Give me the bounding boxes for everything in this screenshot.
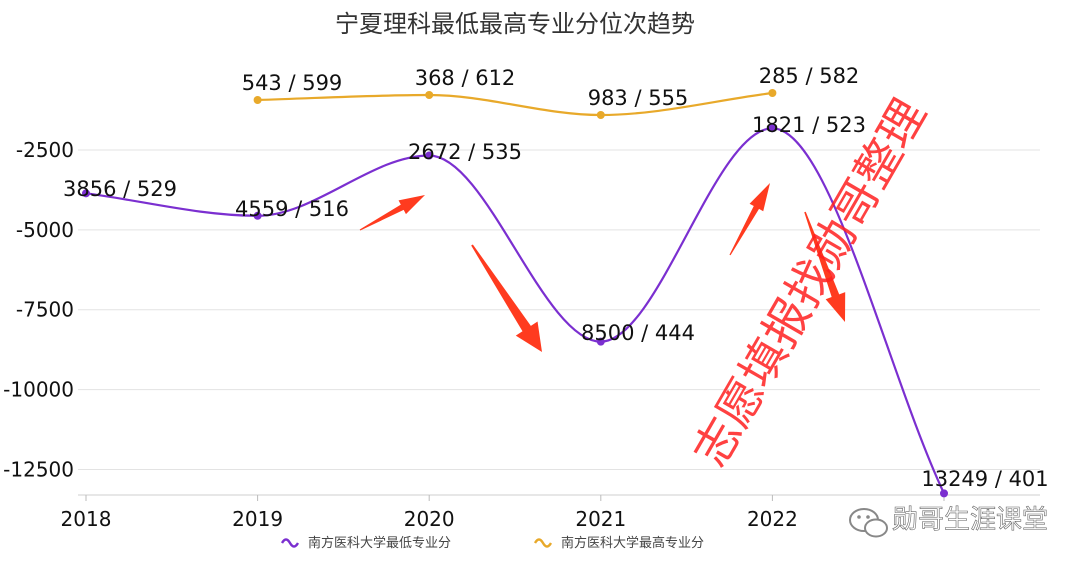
series-1: 543 / 599 368 / 612 983 / 555 285 / 582 — [242, 64, 860, 119]
series-layer: 3856 / 529 4559 / 516 2672 / 535 8500 / 444… — [63, 64, 1049, 498]
legend-swatch — [533, 538, 553, 548]
series-0: 3856 / 529 4559 / 516 2672 / 535 8500 / 444… — [63, 113, 1049, 498]
wechat-icon — [849, 508, 888, 538]
data-point[interactable] — [596, 111, 605, 119]
x-tick-label: 2019 — [232, 507, 283, 531]
data-point[interactable] — [940, 489, 948, 498]
y-tick-label: -7500 — [16, 298, 74, 322]
data-label: 368 / 612 — [415, 66, 516, 90]
brand-badge: 勋哥生涯课堂 — [849, 505, 1048, 538]
x-axis-ticks: 2018 2019 2020 2021 2022 — [61, 495, 945, 531]
legend-label: 南方医科大学最低专业分 — [308, 535, 451, 551]
y-tick-label: -12500 — [3, 457, 74, 481]
data-point[interactable] — [596, 337, 605, 346]
x-tick-label: 2022 — [747, 507, 798, 531]
data-point[interactable] — [768, 89, 777, 97]
data-point[interactable] — [768, 124, 777, 133]
data-label: 3856 / 529 — [63, 177, 177, 201]
data-label: 4559 / 516 — [235, 197, 349, 221]
data-label: 285 / 582 — [759, 64, 860, 88]
trend-arrows — [359, 183, 846, 352]
legend-label: 南方医科大学最高专业分 — [561, 535, 704, 551]
watermark: 志愿填报找勋哥整理 — [683, 90, 937, 476]
series-line-1 — [257, 91, 773, 117]
data-label: 983 / 555 — [588, 86, 689, 110]
data-point[interactable] — [425, 91, 434, 99]
trend-arrow — [729, 183, 770, 256]
data-point[interactable] — [253, 96, 262, 104]
data-label: 1821 / 523 — [752, 113, 866, 137]
x-tick-label: 2020 — [404, 507, 455, 531]
legend-swatch — [280, 538, 300, 548]
y-tick-label: -10000 — [3, 378, 74, 402]
data-point[interactable] — [253, 211, 262, 220]
data-label: 543 / 599 — [242, 71, 343, 95]
x-tick-label: 2018 — [61, 507, 112, 531]
data-label: 8500 / 444 — [581, 321, 695, 345]
trend-arrow — [804, 211, 846, 322]
x-tick-label: 2021 — [575, 507, 626, 531]
trend-arrow — [471, 244, 542, 352]
y-tick-label: -2500 — [16, 138, 74, 162]
chart-title: 宁夏理科最低最高专业分位次趋势 — [335, 10, 695, 38]
data-label: 13249 / 401 — [921, 467, 1048, 491]
watermark-text: 志愿填报找勋哥整理 — [683, 90, 937, 476]
y-axis-ticks: -2500 -5000 -7500 -10000 -12500 — [3, 138, 74, 481]
grid-lines — [78, 149, 1040, 496]
data-point[interactable] — [82, 189, 90, 198]
brand-text: 勋哥生涯课堂 — [892, 505, 1048, 535]
legend-item-0[interactable]: 南方医科大学最低专业分 — [280, 535, 451, 551]
y-tick-label: -5000 — [16, 218, 74, 242]
legend[interactable]: 南方医科大学最低专业分 南方医科大学最高专业分 — [280, 535, 704, 551]
data-point[interactable] — [425, 151, 434, 160]
legend-item-1[interactable]: 南方医科大学最高专业分 — [533, 535, 704, 551]
trend-arrow — [359, 195, 425, 231]
data-label: 2672 / 535 — [408, 140, 522, 164]
